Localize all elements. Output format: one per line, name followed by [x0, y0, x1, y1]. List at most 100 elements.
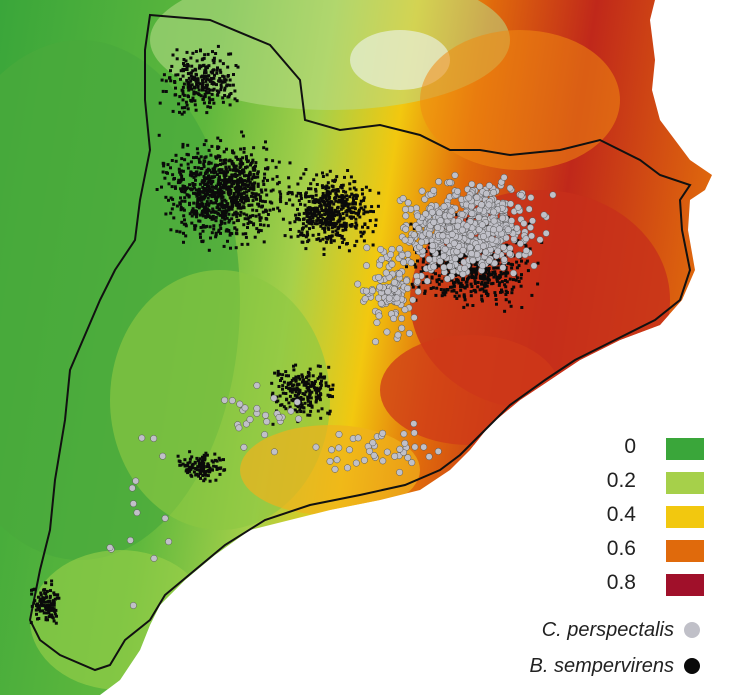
boxwood-occurrence-point [51, 616, 55, 620]
boxwood-occurrence-point [361, 225, 364, 229]
boxwood-occurrence-point [405, 265, 408, 269]
boxwood-occurrence-point [300, 231, 304, 235]
boxwood-occurrence-point [215, 184, 218, 188]
boxwood-occurrence-point [311, 233, 315, 237]
boxwood-occurrence-point [186, 186, 190, 190]
boxwood-occurrence-point [326, 211, 330, 215]
boxwood-occurrence-point [215, 173, 219, 177]
boxwood-occurrence-point [299, 194, 303, 198]
moth-occurrence-point [478, 201, 485, 209]
boxwood-occurrence-point [204, 211, 208, 215]
boxwood-occurrence-point [302, 217, 306, 221]
boxwood-occurrence-point [327, 200, 331, 204]
moth-occurrence-point [451, 255, 459, 263]
boxwood-occurrence-point [345, 197, 349, 201]
boxwood-occurrence-point [183, 158, 187, 162]
boxwood-occurrence-point [214, 170, 218, 174]
boxwood-occurrence-point [201, 82, 205, 86]
boxwood-occurrence-point [361, 232, 365, 236]
boxwood-occurrence-point [301, 222, 305, 226]
boxwood-occurrence-point [323, 202, 327, 206]
boxwood-occurrence-point [251, 214, 255, 218]
boxwood-occurrence-point [294, 378, 297, 382]
boxwood-occurrence-point [279, 200, 283, 204]
boxwood-occurrence-point [219, 219, 223, 223]
boxwood-occurrence-point [310, 404, 314, 408]
boxwood-occurrence-point [315, 183, 319, 186]
boxwood-occurrence-point [331, 383, 335, 387]
boxwood-occurrence-point [227, 229, 231, 233]
boxwood-occurrence-point [192, 172, 196, 175]
boxwood-occurrence-point [252, 146, 256, 150]
boxwood-occurrence-point [314, 193, 318, 197]
boxwood-occurrence-point [510, 287, 514, 291]
boxwood-occurrence-point [317, 387, 321, 391]
moth-occurrence-point [412, 204, 420, 212]
boxwood-occurrence-point [227, 208, 231, 212]
boxwood-occurrence-point [178, 170, 182, 174]
boxwood-occurrence-point [353, 201, 357, 205]
boxwood-occurrence-point [512, 285, 516, 289]
boxwood-occurrence-point [212, 217, 216, 221]
boxwood-occurrence-point [257, 230, 260, 234]
boxwood-occurrence-point [317, 218, 320, 222]
boxwood-occurrence-point [309, 396, 313, 400]
boxwood-occurrence-point [169, 79, 173, 83]
boxwood-occurrence-point [224, 199, 228, 203]
boxwood-occurrence-point [191, 96, 195, 100]
moth-occurrence-point [253, 382, 261, 389]
boxwood-occurrence-point [437, 264, 441, 268]
boxwood-occurrence-point [218, 68, 222, 72]
moth-occurrence-point [440, 252, 448, 260]
boxwood-occurrence-point [496, 262, 500, 266]
moth-occurrence-point [446, 262, 454, 270]
boxwood-occurrence-point [316, 364, 320, 368]
boxwood-occurrence-point [243, 179, 247, 183]
boxwood-occurrence-point [517, 264, 521, 268]
boxwood-occurrence-point [257, 193, 261, 197]
boxwood-occurrence-point [269, 189, 273, 193]
boxwood-occurrence-point [193, 67, 197, 71]
boxwood-occurrence-point [203, 471, 207, 475]
boxwood-occurrence-point [183, 199, 187, 203]
boxwood-occurrence-point [362, 230, 366, 234]
boxwood-occurrence-point [240, 130, 244, 134]
boxwood-occurrence-point [312, 382, 316, 385]
boxwood-occurrence-point [40, 599, 44, 603]
boxwood-occurrence-point [247, 216, 251, 220]
moth-occurrence-point [525, 205, 533, 213]
boxwood-occurrence-point [503, 271, 506, 275]
boxwood-occurrence-point [49, 608, 53, 612]
boxwood-occurrence-point [190, 474, 194, 478]
boxwood-occurrence-point [228, 233, 232, 237]
boxwood-occurrence-point [172, 202, 176, 206]
boxwood-occurrence-point [164, 79, 168, 83]
boxwood-occurrence-point [462, 305, 466, 309]
moth-occurrence-point [138, 434, 146, 442]
boxwood-occurrence-point [42, 603, 46, 607]
boxwood-occurrence-point [248, 203, 251, 207]
moth-occurrence-point [527, 194, 535, 202]
boxwood-occurrence-point [218, 187, 222, 191]
boxwood-occurrence-point [500, 288, 503, 292]
boxwood-occurrence-point [221, 96, 225, 100]
moth-occurrence-point [236, 400, 244, 408]
boxwood-occurrence-point [155, 188, 159, 191]
boxwood-occurrence-point [247, 183, 251, 187]
boxwood-occurrence-point [327, 217, 331, 221]
boxwood-occurrence-point [167, 198, 170, 202]
boxwood-occurrence-point [346, 202, 350, 206]
moth-occurrence-point [263, 418, 271, 426]
boxwood-occurrence-point [332, 225, 336, 229]
boxwood-occurrence-point [266, 178, 269, 182]
boxwood-occurrence-point [315, 173, 319, 177]
boxwood-occurrence-point [192, 211, 196, 215]
boxwood-occurrence-point [199, 466, 203, 470]
moth-occurrence-point [401, 306, 409, 314]
boxwood-occurrence-point [504, 274, 508, 278]
boxwood-occurrence-point [315, 206, 319, 210]
boxwood-occurrence-point [174, 159, 178, 163]
moth-occurrence-point [405, 329, 413, 337]
boxwood-occurrence-point [310, 214, 314, 217]
boxwood-occurrence-point [207, 91, 211, 95]
